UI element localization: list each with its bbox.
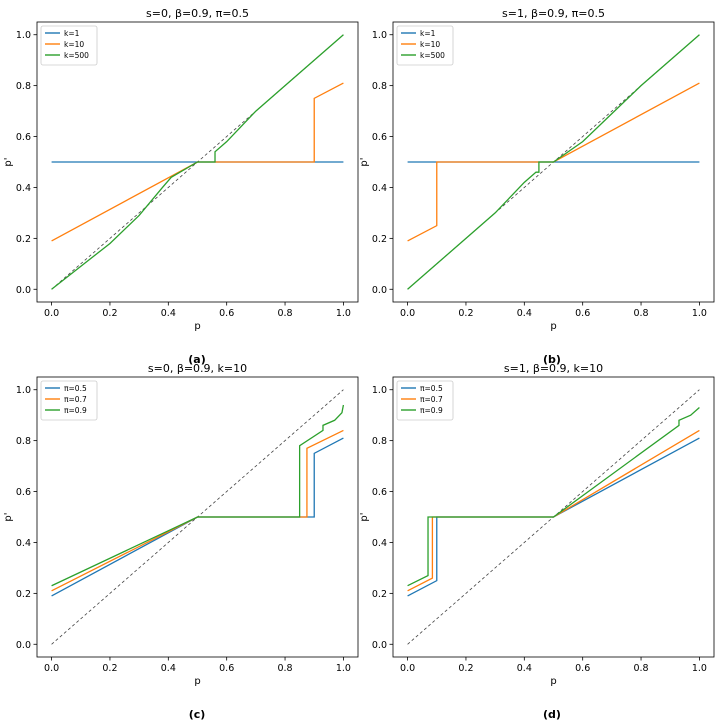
y-tick-label: 0.0 xyxy=(372,640,387,651)
chart-panel: s=0, β=0.9, π=0.5 0.0 0.2 0.4 0.6 0.8 1.0 0.0 0.… xyxy=(3,7,359,366)
legend-label: k=500 xyxy=(64,51,89,60)
x-tick-label: 0.6 xyxy=(219,663,234,674)
y-tick-label: 0.2 xyxy=(16,589,31,600)
x-tick-label: 1.0 xyxy=(336,308,351,319)
x-tick-label: 0.8 xyxy=(277,663,292,674)
x-tick-label: 1.0 xyxy=(692,308,707,319)
series-line-1 xyxy=(407,82,700,242)
x-tick-label: 0.6 xyxy=(575,663,590,674)
legend-label: k=1 xyxy=(420,29,436,38)
y-axis-label: p' xyxy=(359,512,370,521)
x-axis-label: p xyxy=(194,321,200,332)
legend-label: k=500 xyxy=(420,51,445,60)
y-tick-label: 0.8 xyxy=(372,81,387,92)
y-tick-label: 0.8 xyxy=(16,436,31,447)
chart-title: s=0, β=0.9, k=10 xyxy=(148,362,247,375)
panel-caption: (a) xyxy=(188,353,205,366)
y-tick-label: 1.0 xyxy=(372,385,387,396)
x-tick-label: 0.0 xyxy=(44,663,59,674)
y-tick-label: 0.2 xyxy=(372,589,387,600)
chart-title: s=0, β=0.9, π=0.5 xyxy=(146,7,249,20)
legend-label: k=1 xyxy=(64,29,80,38)
y-tick-label: 1.0 xyxy=(16,385,31,396)
y-tick-label: 0.8 xyxy=(372,436,387,447)
y-tick-label: 0.2 xyxy=(16,234,31,245)
x-axis-label: p xyxy=(194,676,200,687)
series-line-1 xyxy=(407,429,700,592)
x-tick-label: 1.0 xyxy=(336,663,351,674)
x-tick-label: 0.8 xyxy=(277,308,292,319)
legend-label: π=0.5 xyxy=(420,384,443,393)
x-tick-label: 0.0 xyxy=(400,663,415,674)
x-tick-label: 0.0 xyxy=(400,308,415,319)
series-line-1 xyxy=(51,82,344,242)
y-tick-label: 0.6 xyxy=(372,132,387,143)
legend-label: π=0.9 xyxy=(420,406,443,415)
x-tick-label: 0.0 xyxy=(44,308,59,319)
y-tick-label: 0.2 xyxy=(372,234,387,245)
y-axis-label: p' xyxy=(359,157,370,166)
x-tick-label: 0.2 xyxy=(458,308,473,319)
x-tick-label: 0.6 xyxy=(219,308,234,319)
x-axis-label: p xyxy=(550,676,556,687)
legend-label: π=0.7 xyxy=(64,395,87,404)
y-tick-label: 0.4 xyxy=(372,538,387,549)
y-tick-label: 1.0 xyxy=(16,30,31,41)
legend-label: π=0.5 xyxy=(64,384,87,393)
chart-title: s=1, β=0.9, k=10 xyxy=(504,362,603,375)
y-axis-label: p' xyxy=(3,512,14,521)
legend-label: π=0.7 xyxy=(420,395,443,404)
y-tick-label: 0.6 xyxy=(372,487,387,498)
chart-panel: s=1, β=0.9, k=10 0.0 0.2 0.4 0.6 0.8 1.0 0.0 0.2… xyxy=(359,362,715,720)
x-tick-label: 0.2 xyxy=(102,308,117,319)
y-tick-label: 0.6 xyxy=(16,132,31,143)
y-tick-label: 0.0 xyxy=(372,285,387,296)
x-tick-label: 0.4 xyxy=(517,663,532,674)
legend-label: k=10 xyxy=(64,40,84,49)
x-tick-label: 0.4 xyxy=(161,663,176,674)
chart-panel: s=0, β=0.9, k=10 0.0 0.2 0.4 0.6 0.8 1.0 0.0 0.2… xyxy=(3,362,359,720)
series-line-0 xyxy=(51,437,344,597)
axes-frame xyxy=(36,376,359,658)
x-tick-label: 0.8 xyxy=(633,663,648,674)
x-tick-label: 0.4 xyxy=(517,308,532,319)
axes-frame xyxy=(392,21,715,303)
series-line-2 xyxy=(51,404,345,587)
legend-label: π=0.9 xyxy=(64,406,87,415)
y-tick-label: 1.0 xyxy=(372,30,387,41)
chart-title: s=1, β=0.9, π=0.5 xyxy=(502,7,605,20)
y-axis-label: p' xyxy=(3,157,14,166)
y-tick-label: 0.8 xyxy=(16,81,31,92)
axes-frame xyxy=(36,21,359,303)
y-tick-label: 0.4 xyxy=(16,183,31,194)
x-tick-label: 0.8 xyxy=(633,308,648,319)
y-tick-label: 0.4 xyxy=(16,538,31,549)
x-tick-label: 0.6 xyxy=(575,308,590,319)
chart-panel: s=1, β=0.9, π=0.5 0.0 0.2 0.4 0.6 0.8 1.0 0.0 0.… xyxy=(359,7,715,366)
x-tick-label: 0.4 xyxy=(161,308,176,319)
y-tick-label: 0.4 xyxy=(372,183,387,194)
axes-frame xyxy=(392,376,715,658)
legend-label: k=10 xyxy=(420,40,440,49)
series-line-2 xyxy=(407,407,700,587)
series-line-2 xyxy=(407,34,700,290)
x-tick-label: 0.2 xyxy=(102,663,117,674)
panel-caption: (d) xyxy=(543,708,561,720)
panel-caption: (c) xyxy=(189,708,206,720)
x-tick-label: 1.0 xyxy=(692,663,707,674)
series-line-1 xyxy=(51,429,344,592)
x-tick-label: 0.2 xyxy=(458,663,473,674)
panel-caption: (b) xyxy=(543,353,561,366)
y-tick-label: 0.6 xyxy=(16,487,31,498)
x-axis-label: p xyxy=(550,321,556,332)
y-tick-label: 0.0 xyxy=(16,640,31,651)
series-line-2 xyxy=(51,34,344,290)
y-tick-label: 0.0 xyxy=(16,285,31,296)
